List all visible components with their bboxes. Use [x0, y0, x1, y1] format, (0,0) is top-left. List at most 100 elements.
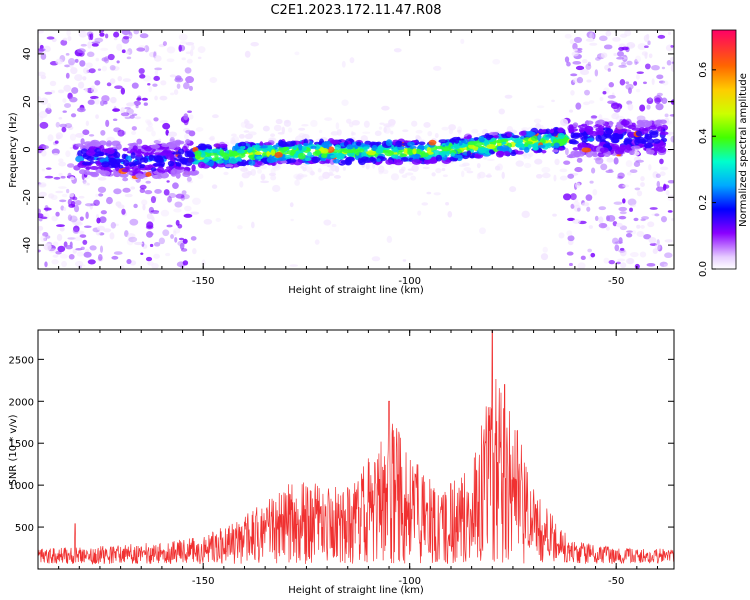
band-blob [532, 146, 539, 151]
band-blob [489, 149, 494, 154]
noise-blob [51, 259, 59, 265]
band-blob [492, 135, 500, 139]
band-blob [81, 161, 92, 166]
noise-blob [38, 225, 44, 231]
band-blob [438, 139, 448, 144]
noise-blob [378, 165, 385, 173]
noise-blob [126, 259, 132, 265]
noise-blob [588, 225, 593, 229]
noise-blob [670, 44, 674, 48]
band-blob [216, 159, 224, 164]
noise-blob [590, 252, 596, 258]
band-blob [621, 128, 628, 132]
noise-blob [190, 211, 200, 215]
noise-blob [88, 68, 96, 74]
noise-blob [421, 202, 429, 206]
noise-blob [290, 218, 294, 222]
band-blob [586, 137, 595, 142]
noise-blob [67, 35, 72, 41]
noise-blob [659, 158, 664, 165]
noise-blob [97, 254, 103, 261]
band-blob [545, 128, 551, 135]
band-blob [599, 147, 609, 153]
noise-blob [535, 173, 543, 179]
noise-blob [648, 53, 653, 59]
noise-blob [627, 198, 637, 206]
noise-blob [667, 210, 673, 213]
noise-blob [89, 245, 97, 251]
band-blob [130, 152, 136, 159]
noise-blob [106, 196, 113, 205]
noise-blob [59, 253, 68, 259]
noise-blob [590, 115, 598, 120]
noise-blob [79, 60, 86, 67]
band-blob [329, 139, 340, 145]
noise-blob [608, 168, 613, 172]
noise-blob [334, 165, 340, 173]
band-blob [395, 140, 403, 148]
noise-blob [56, 233, 63, 242]
band-blob [266, 156, 276, 164]
noise-blob [122, 78, 131, 83]
noise-blob [68, 61, 74, 69]
noise-blob [622, 184, 630, 188]
noise-blob [659, 171, 666, 177]
band-blob [637, 120, 644, 125]
noise-blob [270, 133, 276, 138]
colorbar-tick-label: 0.2 [698, 195, 709, 211]
noise-blob [195, 127, 204, 132]
band-blob [653, 120, 661, 126]
noise-blob [85, 211, 89, 220]
noise-blob [648, 164, 652, 171]
band-blob [139, 164, 146, 169]
noise-blob [613, 113, 617, 117]
noise-blob [65, 72, 70, 79]
noise-blob [554, 158, 560, 166]
noise-blob [371, 256, 381, 262]
noise-blob [658, 80, 666, 84]
band-blob [297, 152, 306, 160]
noise-blob [64, 64, 71, 68]
noise-blob [551, 99, 555, 103]
noise-blob [566, 230, 573, 237]
band-blob [85, 166, 91, 171]
noise-blob [655, 103, 664, 111]
band-blob [174, 142, 181, 148]
noise-blob [145, 256, 153, 262]
noise-blob [197, 173, 204, 180]
noise-blob [85, 62, 93, 68]
noise-blob [629, 251, 639, 258]
band-blob [274, 151, 283, 159]
noise-blob [501, 171, 505, 179]
y-tick-label: 2500 [9, 355, 34, 366]
noise-blob [45, 235, 51, 239]
band-blob [110, 162, 121, 168]
noise-blob [141, 97, 148, 101]
noise-blob [608, 62, 614, 67]
noise-blob [617, 258, 626, 262]
noise-blob [571, 51, 579, 57]
band-blob [584, 125, 594, 133]
noise-blob [365, 163, 370, 170]
noise-blob [78, 30, 87, 38]
noise-blob [211, 184, 218, 189]
noise-blob [603, 257, 610, 264]
noise-blob [160, 80, 167, 86]
noise-blob [150, 196, 157, 204]
noise-blob [112, 118, 118, 122]
noise-blob [535, 122, 541, 130]
noise-blob [44, 175, 54, 179]
noise-blob [73, 204, 80, 213]
noise-blob [103, 228, 112, 233]
noise-blob [386, 235, 393, 244]
noise-blob [183, 213, 193, 218]
noise-blob [362, 131, 371, 135]
noise-blob [294, 179, 300, 186]
noise-blob [168, 192, 177, 199]
y-tick-label: 40 [22, 48, 33, 61]
noise-blob [587, 61, 591, 67]
noise-blob [68, 58, 76, 66]
noise-blob [55, 211, 60, 217]
colorbar-tick-label: 0.0 [698, 261, 709, 277]
band-blob [627, 124, 637, 130]
